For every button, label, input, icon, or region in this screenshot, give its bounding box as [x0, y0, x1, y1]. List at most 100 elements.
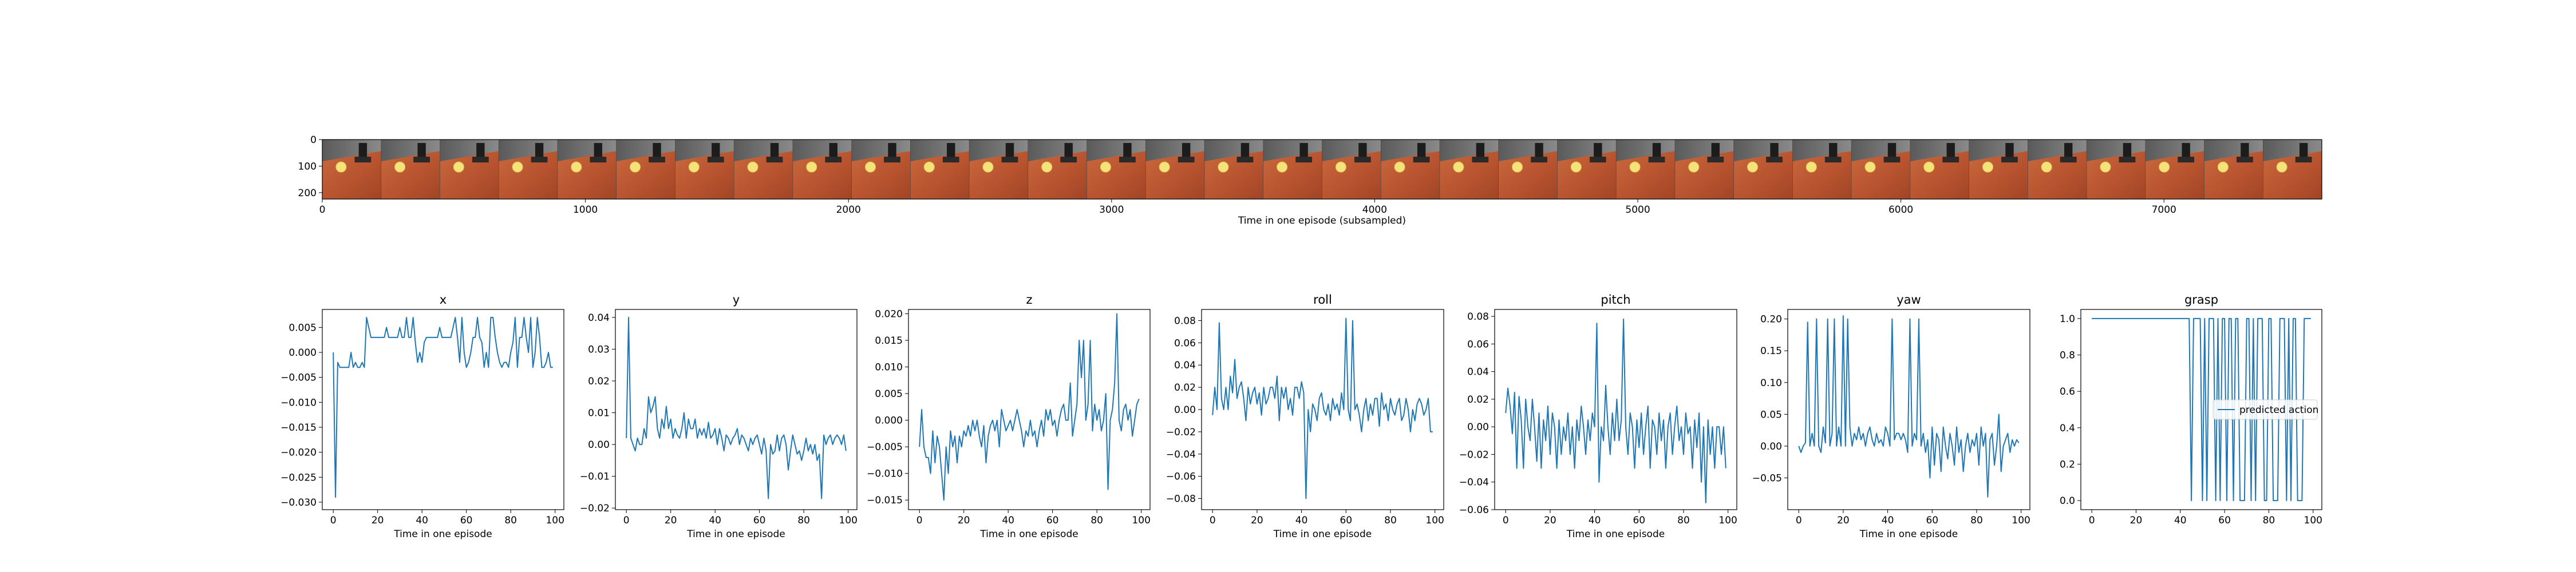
- panel-xlabel: Time in one episode: [1273, 529, 1372, 540]
- frame-gripper-fingers: [531, 157, 548, 162]
- frame-table: [1322, 151, 1381, 199]
- filmstrip-frame: [616, 140, 675, 199]
- ytick-label: −0.08: [1166, 494, 1196, 505]
- frame-ball: [1453, 161, 1464, 173]
- frame-gripper: [1299, 143, 1308, 158]
- xtick-label: 80: [504, 515, 517, 526]
- filmstrip-ytick-label: 200: [298, 188, 317, 199]
- filmstrip-xtick-label: 7000: [2152, 204, 2176, 216]
- filmstrip-frame: [1498, 140, 1558, 199]
- ytick-label: 0.03: [588, 344, 610, 355]
- filmstrip-frame: [2028, 140, 2087, 199]
- filmstrip-frame: [2145, 140, 2205, 199]
- frame-gripper-fingers: [2178, 157, 2195, 162]
- xtick-label: 20: [2130, 515, 2143, 526]
- ytick-label: 0.010: [875, 362, 903, 374]
- ytick-label: −0.05: [1752, 472, 1782, 484]
- frame-gripper: [1005, 143, 1014, 158]
- ytick-label: −0.04: [1166, 449, 1196, 460]
- filmstrip-frame: [1380, 140, 1440, 199]
- frame-table: [2204, 151, 2263, 199]
- panel-grasp: grasp 0 20 40 60 80 100 0.0 0.2 0.4 0.6 0.8 1.0 predi…: [2060, 293, 2322, 526]
- filmstrip-frame: [1028, 140, 1088, 199]
- ytick-label: 0.005: [289, 322, 317, 333]
- frame-ball: [394, 161, 406, 173]
- ytick-label: 0.08: [1467, 311, 1489, 323]
- frame-table: [1616, 151, 1676, 199]
- ytick-label: −0.010: [867, 468, 903, 480]
- axes-frame: [1494, 309, 1737, 510]
- frame-gripper-fingers: [1942, 157, 1959, 162]
- filmstrip-frame: [440, 140, 499, 199]
- filmstrip-xtick-label: 4000: [1362, 204, 1387, 216]
- filmstrip-frame: [498, 140, 558, 199]
- filmstrip-xlabel: Time in one episode (subsampled): [1238, 215, 1406, 227]
- frame-table: [1557, 151, 1617, 199]
- ytick-label: 0.2: [2060, 459, 2075, 470]
- frame-table: [1792, 151, 1852, 199]
- xtick-label: 0: [1210, 515, 1216, 526]
- panel-roll: roll 0 20 40 60 80 100 −0.08 −0.06 −0.04 −0.02 0.00…: [1166, 293, 1444, 540]
- frame-ball: [1100, 161, 1111, 173]
- filmstrip-frame: [1557, 140, 1617, 199]
- axes-frame: [1787, 309, 2030, 510]
- ytick-label: −0.02: [1459, 449, 1489, 460]
- frame-table: [1851, 151, 1911, 199]
- xtick-label: 40: [1295, 515, 1308, 526]
- frame-gripper-fingers: [942, 157, 959, 162]
- ytick-label: −0.01: [580, 471, 610, 483]
- frame-gripper-fingers: [1236, 157, 1254, 162]
- series-line: [2092, 317, 2311, 502]
- frame-table: [1028, 151, 1088, 199]
- xtick-label: 40: [2174, 515, 2187, 526]
- frame-table: [322, 151, 382, 199]
- frame-gripper: [770, 143, 779, 158]
- frame-gripper-fingers: [825, 157, 842, 162]
- filmstrip-frame: [851, 140, 911, 199]
- frame-ball: [1982, 161, 1993, 173]
- frame-ball: [2217, 161, 2229, 173]
- frame-ball: [2276, 161, 2287, 173]
- xtick-label: 40: [709, 515, 721, 526]
- xtick-label: 0: [1796, 515, 1802, 526]
- frame-gripper: [2123, 143, 2132, 158]
- filmstrip-frame: [322, 140, 382, 199]
- frame-table: [1204, 151, 1264, 199]
- frame-gripper: [1887, 143, 1897, 158]
- frame-table: [616, 151, 675, 199]
- frame-ball: [1394, 161, 1405, 173]
- frame-gripper-fingers: [1883, 157, 1901, 162]
- frame-table: [440, 151, 499, 199]
- frame-gripper-fingers: [1472, 157, 1489, 162]
- frame-gripper-fingers: [472, 157, 489, 162]
- frame-table: [1086, 151, 1146, 199]
- ytick-label: −0.02: [1166, 427, 1196, 438]
- xtick-label: 20: [1837, 515, 1850, 526]
- panel-title: grasp: [2184, 293, 2218, 307]
- frame-gripper: [2182, 143, 2190, 158]
- panel-title: z: [1026, 293, 1032, 307]
- xtick-label: 20: [665, 515, 677, 526]
- frame-gripper: [2005, 143, 2014, 158]
- frame-ball: [335, 161, 347, 173]
- xtick-label: 100: [1132, 515, 1150, 526]
- ytick-label: 0.6: [2060, 386, 2075, 398]
- frame-gripper: [1829, 143, 1838, 158]
- ytick-label: 0.015: [875, 335, 903, 347]
- xtick-label: 60: [1926, 515, 1938, 526]
- legend-label: predicted action: [2239, 404, 2318, 416]
- filmstrip-xtick-label: 0: [319, 204, 326, 216]
- panel-x: x 0 20 40 60 80 100 −0.030 −0.025 −0.020 −0.015 −0.…: [280, 293, 564, 540]
- frame-ball: [1629, 161, 1641, 173]
- frame-gripper: [594, 143, 603, 158]
- xtick-label: 60: [1633, 515, 1645, 526]
- frame-ball: [512, 161, 523, 173]
- frame-ball: [1335, 161, 1346, 173]
- frame-gripper: [1770, 143, 1779, 158]
- filmstrip-frame: [1086, 140, 1146, 199]
- filmstrip-xtick-label: 1000: [573, 204, 598, 216]
- filmstrip-panel: 0 1000 2000 3000 4000 5000 6000 7000 0 100 200 Tim…: [298, 134, 2322, 227]
- frame-gripper: [1711, 143, 1720, 158]
- ytick-label: −0.010: [280, 397, 317, 408]
- ytick-label: 0.06: [1467, 339, 1489, 350]
